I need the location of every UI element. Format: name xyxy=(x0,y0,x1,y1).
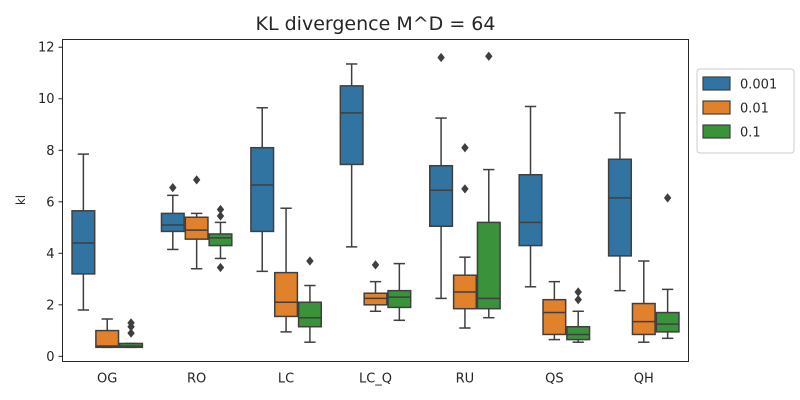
legend-label: 0.001 xyxy=(740,78,777,93)
y-tick-label: 4 xyxy=(46,247,54,262)
outlier-point xyxy=(216,211,225,221)
box-0.1-QH xyxy=(655,193,680,340)
iqr-box xyxy=(184,216,209,240)
box-0.001-QH xyxy=(607,112,633,292)
iqr-box xyxy=(542,298,567,336)
box-0.01-RU xyxy=(452,143,478,329)
iqr-box xyxy=(387,289,412,309)
box-0.1-RU xyxy=(476,51,501,319)
outlier-point xyxy=(306,256,314,266)
outlier-point xyxy=(216,262,225,273)
plot-area: 0 2 4 6 8 10 12 OG RO LC LC_Q RU QS QH xyxy=(38,41,680,387)
iqr-box xyxy=(607,158,633,257)
x-tick-label: OG xyxy=(97,372,117,387)
iqr-box xyxy=(95,329,120,349)
iqr-box xyxy=(566,325,591,341)
box-0.1-RO xyxy=(208,204,233,273)
iqr-box xyxy=(518,173,543,247)
box-0.001-LC_Q xyxy=(339,63,364,248)
outlier-point xyxy=(169,182,177,193)
y-tick-label: 6 xyxy=(46,195,54,210)
iqr-box xyxy=(208,233,233,247)
iqr-box xyxy=(297,301,322,328)
box-0.01-QS xyxy=(542,280,567,341)
legend-label: 0.01 xyxy=(740,102,769,117)
legend-swatch xyxy=(702,100,731,115)
iqr-box xyxy=(160,212,185,233)
y-tick-label: 0 xyxy=(46,350,54,365)
box-0.001-LC xyxy=(250,107,275,273)
outlier-point xyxy=(216,204,225,215)
box-0.001-RU xyxy=(429,52,454,300)
iqr-box xyxy=(273,271,299,318)
legend-swatch xyxy=(702,76,731,91)
outlier-point xyxy=(461,143,469,153)
box-0.1-OG xyxy=(118,318,144,349)
outlier-point xyxy=(371,260,380,270)
box-0.1-QS xyxy=(566,287,591,343)
y-tick-label: 10 xyxy=(38,92,55,107)
x-tick-label: RO xyxy=(187,372,206,387)
plot-frame xyxy=(62,39,689,362)
box-0.01-QH xyxy=(631,260,656,343)
y-tick-label: 8 xyxy=(46,144,54,159)
iqr-box xyxy=(250,146,275,233)
outlier-point xyxy=(127,318,135,328)
iqr-box xyxy=(655,311,680,333)
x-tick-label: QS xyxy=(545,372,563,387)
box-0.001-RO xyxy=(160,182,185,251)
outlier-point xyxy=(127,328,135,338)
outlier-point xyxy=(461,184,469,194)
outlier-point xyxy=(437,52,445,63)
outlier-point xyxy=(192,175,201,185)
box-0.001-QS xyxy=(518,105,543,288)
box-0.01-OG xyxy=(95,318,120,349)
iqr-box xyxy=(476,221,501,310)
x-tick-label: LC xyxy=(278,372,294,387)
iqr-box xyxy=(429,164,454,228)
box-0.1-LC xyxy=(297,256,322,343)
box-0.01-RO xyxy=(184,175,209,270)
legend-label: 0.1 xyxy=(740,126,761,141)
outlier-point xyxy=(663,193,672,203)
outlier-point xyxy=(574,295,582,305)
y-tick-label: 2 xyxy=(46,298,54,313)
x-tick-label: LC_Q xyxy=(359,372,392,387)
x-tick-label: QH xyxy=(634,372,654,387)
y-axis-label: kl xyxy=(14,195,28,205)
legend-swatch xyxy=(702,124,731,139)
x-tick-label: RU xyxy=(456,372,475,387)
legend: 0.001 0.01 0.1 xyxy=(696,68,795,154)
iqr-box xyxy=(339,85,364,166)
box-0.001-OG xyxy=(71,153,96,311)
box-0.01-LC xyxy=(273,207,299,333)
iqr-box xyxy=(631,302,656,336)
y-tick-label: 12 xyxy=(38,41,55,56)
box-0.01-LC_Q xyxy=(363,260,388,313)
outlier-point xyxy=(574,287,582,297)
box-0.1-LC_Q xyxy=(387,262,412,322)
chart-title: KL divergence M^D = 64 xyxy=(256,13,496,35)
outlier-point xyxy=(485,51,493,61)
